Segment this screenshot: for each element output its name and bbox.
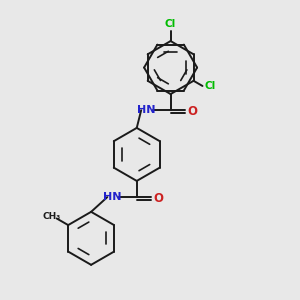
Text: Cl: Cl (165, 19, 176, 29)
Text: O: O (153, 192, 163, 205)
Text: HN: HN (137, 105, 155, 115)
Text: HN: HN (103, 192, 122, 202)
Text: Cl: Cl (204, 81, 215, 91)
Text: CH₃: CH₃ (42, 212, 61, 221)
Text: O: O (187, 105, 197, 118)
